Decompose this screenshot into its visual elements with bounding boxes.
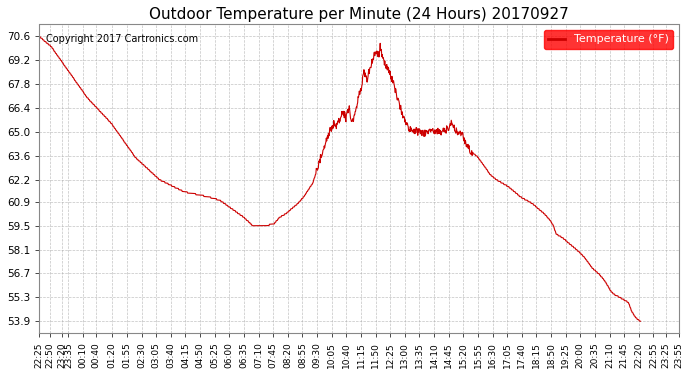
Legend: Temperature (°F): Temperature (°F) [544, 30, 673, 49]
Text: Copyright 2017 Cartronics.com: Copyright 2017 Cartronics.com [46, 34, 198, 44]
Title: Outdoor Temperature per Minute (24 Hours) 20170927: Outdoor Temperature per Minute (24 Hours… [149, 7, 569, 22]
